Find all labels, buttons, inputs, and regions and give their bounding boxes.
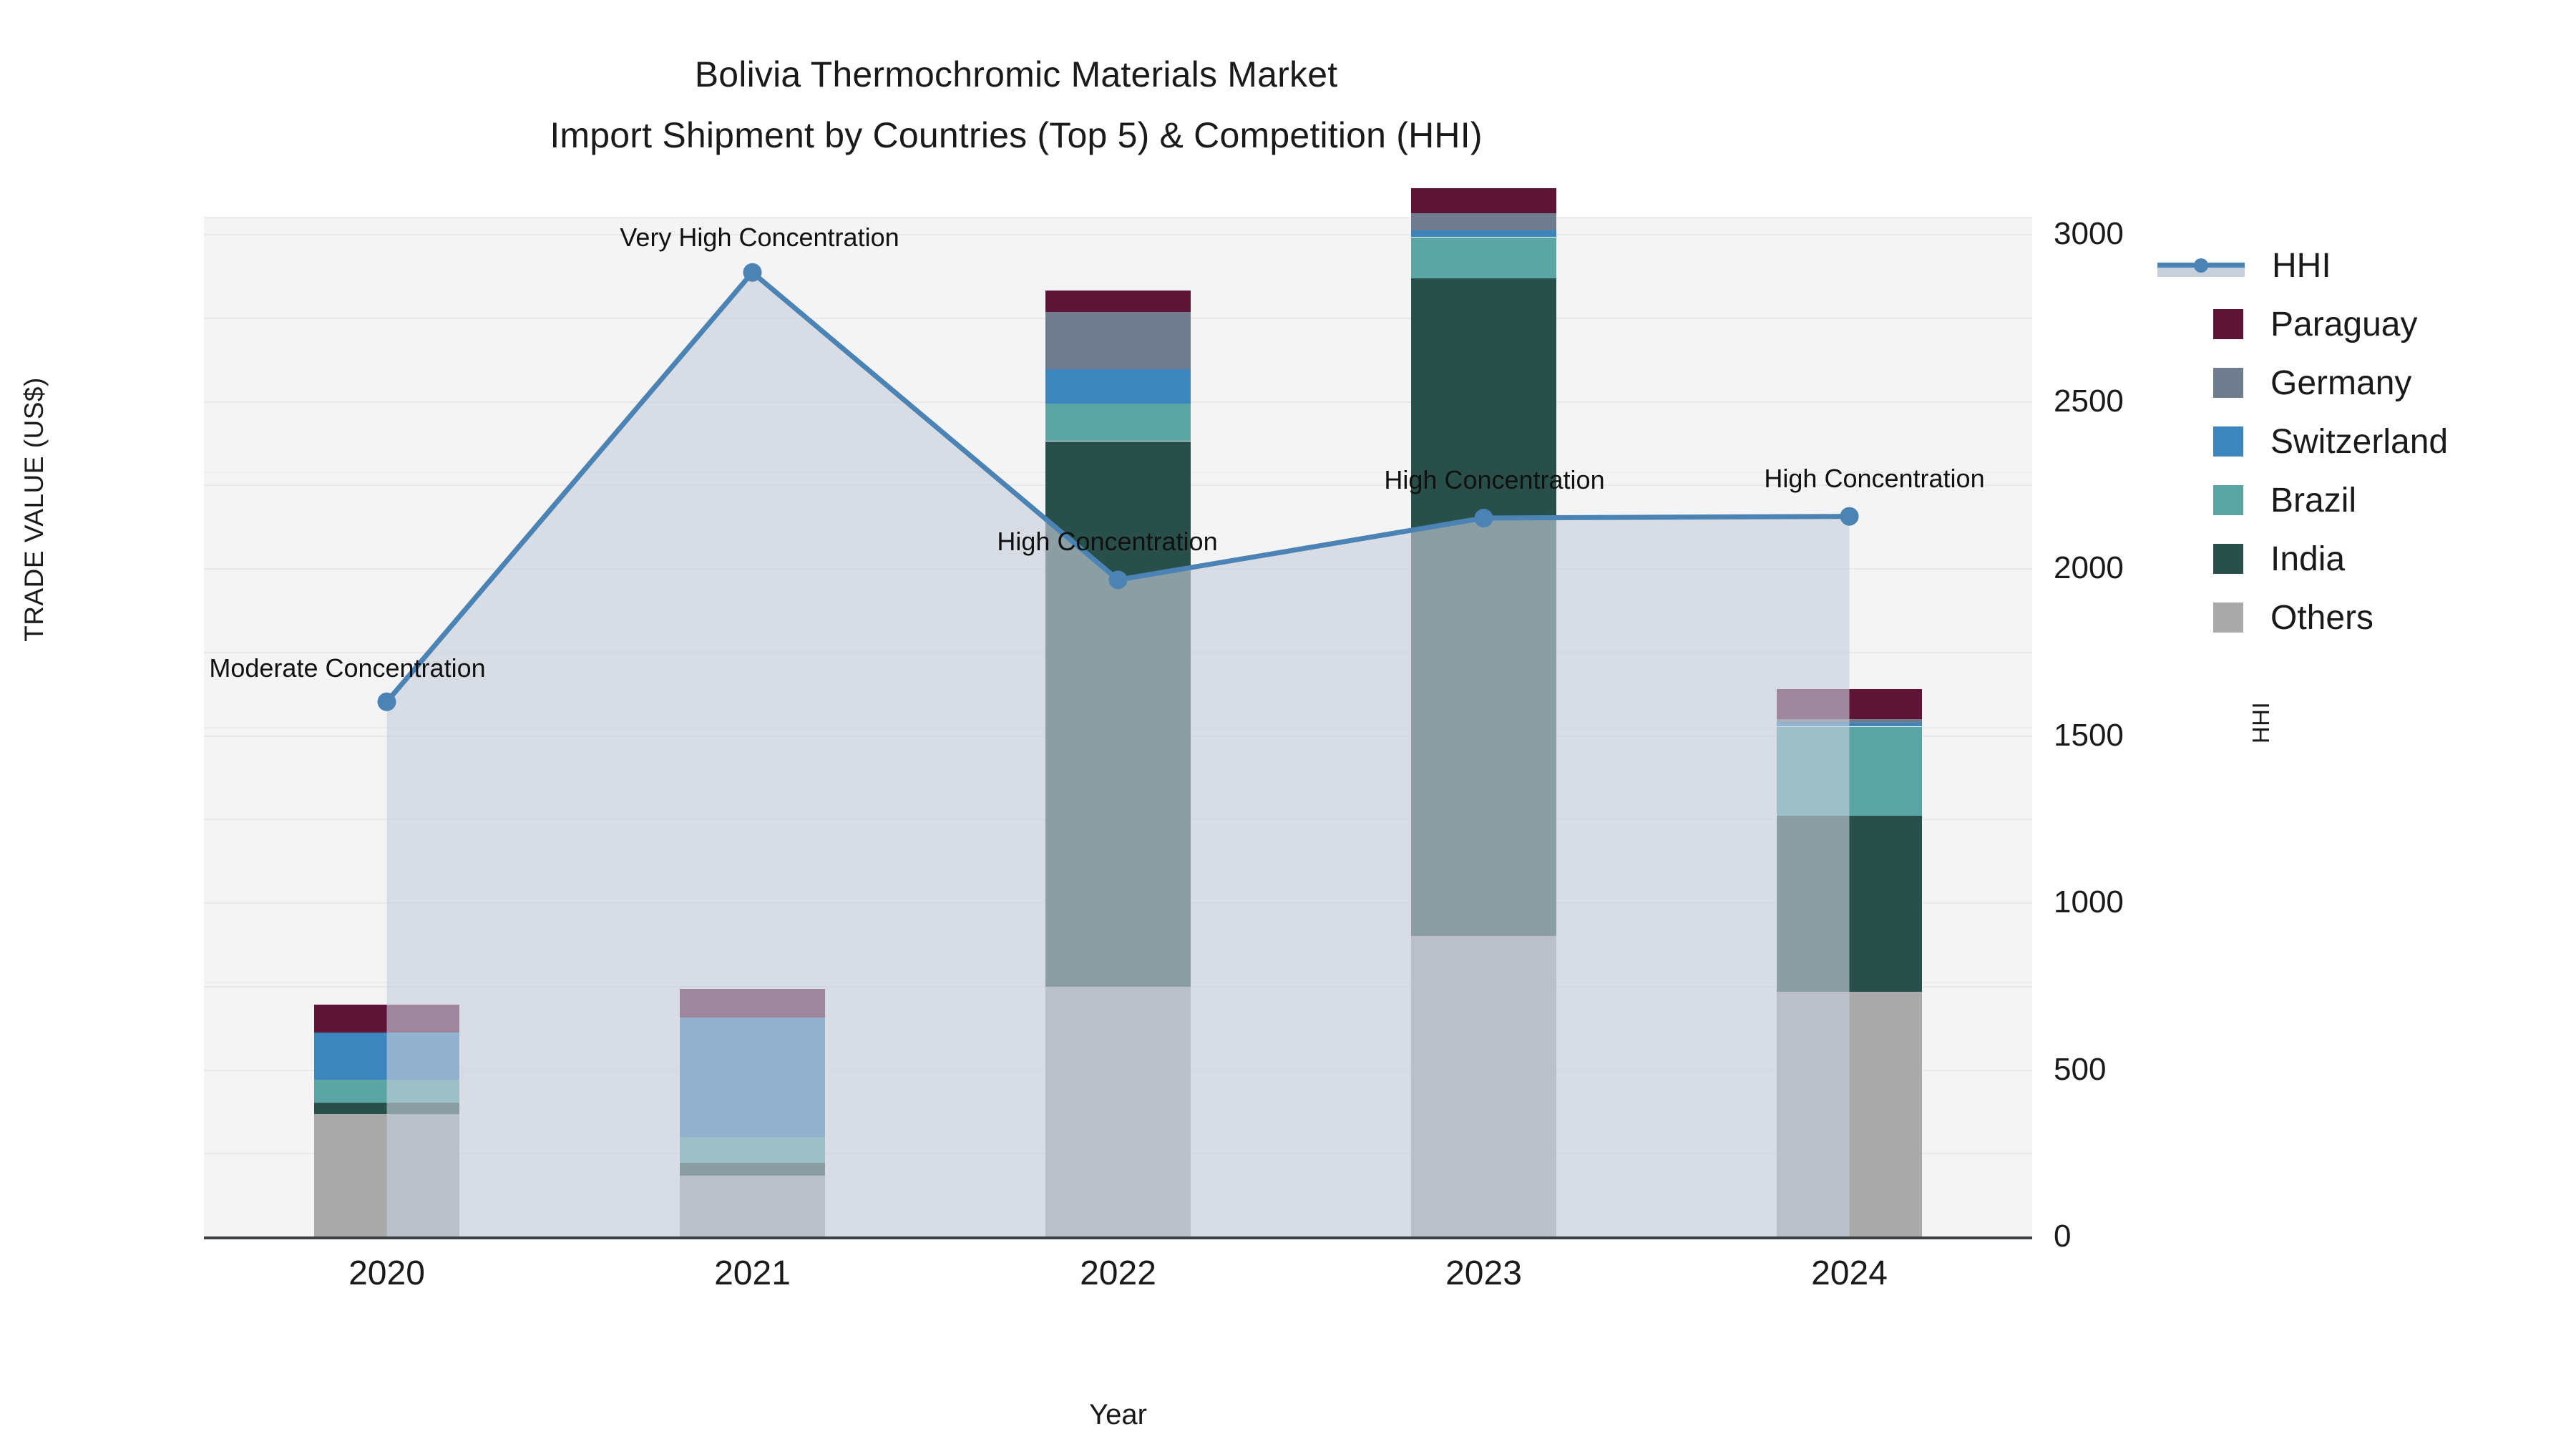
y-axis-right-tick-label: 1500	[2054, 717, 2124, 753]
chart-title-line-1: Bolivia Thermochromic Materials Market	[694, 54, 1338, 94]
legend-item-label: Others	[2270, 598, 2374, 637]
bar-segment-paraguay[interactable]	[1045, 291, 1191, 312]
bar-segment-switzerland[interactable]	[680, 1018, 825, 1138]
legend-color-swatch	[2213, 602, 2243, 633]
bar-segment-paraguay[interactable]	[680, 989, 825, 1018]
legend-color-swatch	[2213, 426, 2243, 457]
bar-segment-switzerland[interactable]	[314, 1033, 459, 1080]
bar-segment-germany[interactable]	[1777, 718, 1922, 723]
legend-item-germany[interactable]: Germany	[2186, 353, 2558, 412]
bar-segment-india[interactable]	[1777, 816, 1922, 992]
chart-title-line-2: Import Shipment by Countries (Top 5) & C…	[550, 115, 1483, 155]
bar-segment-switzerland[interactable]	[1777, 722, 1922, 727]
y-axis-right-tick-label: 1000	[2054, 884, 2124, 919]
legend-color-swatch	[2213, 544, 2243, 574]
legend-item-india[interactable]: India	[2186, 530, 2558, 588]
bar-segment-others[interactable]	[1777, 992, 1922, 1236]
bar-segment-paraguay[interactable]	[1777, 689, 1922, 719]
bar-segment-india[interactable]	[680, 1162, 825, 1176]
bar-segment-brazil[interactable]	[1045, 404, 1191, 441]
y-axis-right-tick-label: 3000	[2054, 216, 2124, 251]
y-axis-right-tick-label: 0	[2054, 1219, 2072, 1254]
legend-item-label: Brazil	[2270, 481, 2357, 519]
bar-segment-others[interactable]	[680, 1175, 825, 1236]
x-axis-line	[204, 1236, 2032, 1239]
bar-segment-brazil[interactable]	[314, 1080, 459, 1103]
x-axis-tick-label-2024: 2024	[1811, 1254, 1888, 1292]
legend-dot-marker	[2194, 258, 2208, 273]
y-axis-right-tick-label: 2000	[2054, 550, 2124, 585]
bar-segment-others[interactable]	[1045, 986, 1191, 1236]
x-axis-tick-label-2023: 2023	[1445, 1254, 1522, 1292]
bar-segment-brazil[interactable]	[1777, 726, 1922, 816]
bar-segment-brazil[interactable]	[1411, 237, 1556, 278]
legend-item-paraguay[interactable]: Paraguay	[2186, 295, 2558, 353]
legend-item-label: India	[2270, 540, 2346, 578]
legend-item-others[interactable]: Others	[2186, 588, 2558, 647]
bar-segment-germany[interactable]	[1045, 311, 1191, 370]
bar-segment-others[interactable]	[314, 1114, 459, 1236]
legend-item-brazil[interactable]: Brazil	[2186, 471, 2558, 530]
legend-item-label: Switzerland	[2270, 422, 2449, 461]
x-axis-label: Year	[1089, 1399, 1147, 1430]
hhi-annotation: High Concentration	[1384, 464, 1605, 494]
bar-segment-brazil[interactable]	[680, 1137, 825, 1163]
legend-line-marker	[2157, 250, 2245, 281]
bar-segment-germany[interactable]	[1411, 213, 1556, 231]
legend-item-label: Paraguay	[2270, 305, 2418, 343]
legend: HHI Paraguay Germany Switzerland Brazil India…	[2157, 236, 2558, 647]
gridline	[204, 217, 2032, 218]
plot-area	[204, 188, 2032, 1238]
bar-segment-india[interactable]	[1045, 441, 1191, 987]
x-axis-tick-label-2021: 2021	[714, 1254, 791, 1292]
y-axis-right-tick-label: 500	[2054, 1051, 2107, 1087]
bar-segment-paraguay[interactable]	[314, 1004, 459, 1033]
bar-segment-switzerland[interactable]	[1411, 230, 1556, 238]
bar-segment-switzerland[interactable]	[1045, 369, 1191, 404]
legend-color-swatch	[2213, 368, 2243, 398]
hhi-annotation: High Concentration	[997, 527, 1218, 557]
gridline	[204, 234, 2032, 235]
bar-segment-paraguay[interactable]	[1411, 188, 1556, 214]
bar-segment-others[interactable]	[1411, 935, 1556, 1236]
chart-title: Bolivia Thermochromic Materials Market I…	[0, 52, 2032, 159]
y-axis-right-label: HHI	[2248, 701, 2274, 744]
hhi-annotation: High Concentration	[1764, 463, 1985, 493]
hhi-annotation: Moderate Concentration	[209, 653, 486, 683]
legend-item-switzerland[interactable]: Switzerland	[2186, 412, 2558, 471]
bar-segment-india[interactable]	[1411, 278, 1556, 936]
legend-item-label: Germany	[2270, 364, 2412, 402]
legend-color-swatch	[2213, 309, 2243, 339]
hhi-annotation: Very High Concentration	[620, 222, 899, 252]
x-axis-tick-label-2022: 2022	[1080, 1254, 1156, 1292]
legend-color-swatch	[2213, 485, 2243, 515]
legend-item-hhi[interactable]: HHI	[2157, 236, 2558, 295]
bar-segment-india[interactable]	[314, 1103, 459, 1114]
y-axis-left-label: TRADE VALUE (US$)	[19, 377, 49, 642]
x-axis-tick-label-2020: 2020	[348, 1254, 425, 1292]
y-axis-right-tick-label: 2500	[2054, 383, 2124, 419]
legend-item-label: HHI	[2272, 246, 2331, 285]
